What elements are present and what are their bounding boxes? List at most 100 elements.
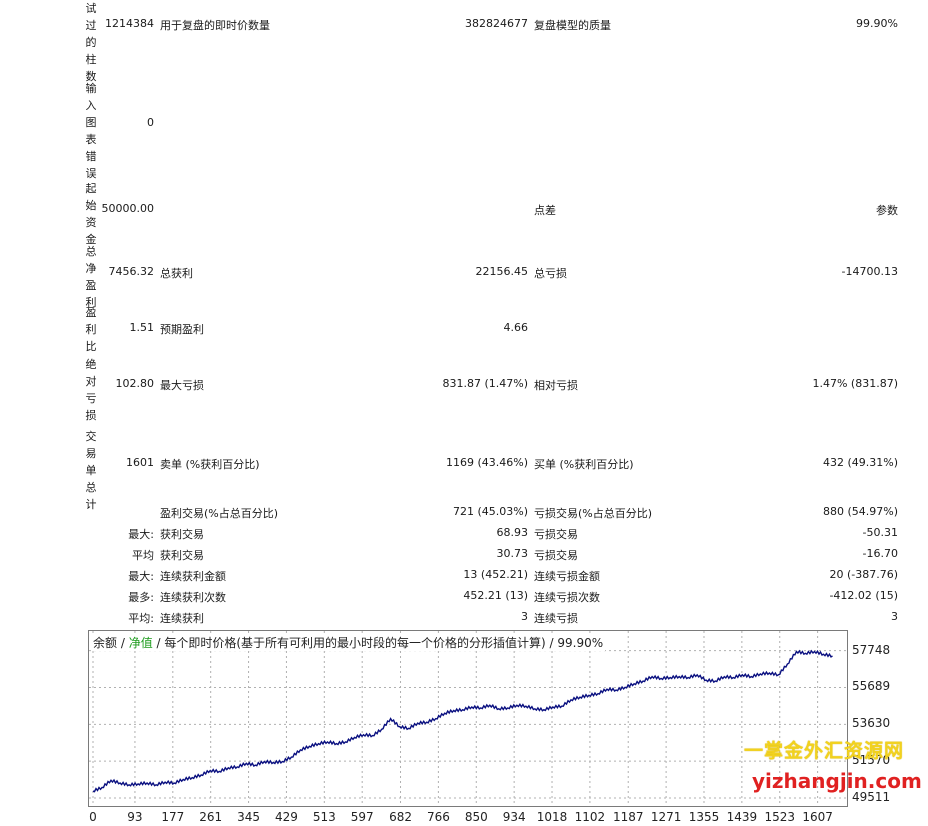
short-positions-label: 卖单 (%获利百分比) [160, 458, 260, 471]
total-trades-value: 1601 [126, 456, 154, 469]
label-profit-factor: 盈利比 [85, 306, 97, 353]
row-left-value: 30.73 [496, 547, 529, 560]
row-left-label: 获利交易 [160, 528, 204, 541]
label-bars-tested: 试过的柱数 [85, 2, 97, 83]
x-tick-label: 682 [389, 810, 412, 824]
spread-value: 参数 [876, 204, 898, 217]
x-tick-label: 1355 [688, 810, 720, 824]
x-tick-label: 1523 [764, 810, 795, 824]
label-initial-deposit: 起始资金 [85, 182, 97, 246]
x-tick-label: 1187 [612, 810, 644, 824]
long-positions-label: 买单 (%获利百分比) [534, 458, 634, 471]
long-positions-value: 432 (49.31%) [822, 456, 898, 469]
row-right-label: 连续亏损 [534, 612, 578, 625]
mismatch-value: 0 [147, 116, 154, 129]
legend-sep: / [117, 636, 129, 650]
row-left-value: 13 (452.21) [463, 568, 528, 581]
absolute-drawdown-value: 102.80 [115, 377, 155, 390]
gross-loss-value: -14700.13 [841, 265, 898, 278]
row-right-value: 20 (-387.76) [829, 568, 898, 581]
row-right-label: 亏损交易(%占总百分比) [534, 507, 653, 520]
legend-balance: 余额 [93, 636, 118, 650]
quality-label: 复盘模型的质量 [534, 19, 611, 32]
max-drawdown-value: 831.87 (1.47%) [442, 377, 528, 390]
watermark-en: yizhangjin.com [752, 769, 922, 793]
x-tick-label: 513 [312, 810, 336, 824]
row-prefix: 平均 [132, 549, 154, 562]
row-prefix: 最大: [128, 528, 154, 541]
x-tick-label: 261 [199, 810, 223, 824]
row-left-label: 连续获利 [160, 612, 204, 625]
series-line [92, 649, 833, 793]
expected-payoff-label: 预期盈利 [160, 323, 204, 336]
row-right-value: -412.02 (15) [829, 589, 898, 602]
max-drawdown-label: 最大亏损 [160, 379, 204, 392]
row-left-label: 获利交易 [160, 549, 204, 562]
x-tick-label: 1439 [726, 810, 758, 824]
x-tick-label: 766 [426, 810, 450, 824]
row-right-value: -50.31 [862, 526, 898, 539]
legend-description: 每个即时价格(基于所有可利用的最小时段的每一个价格的分形插值计算) / 99.9… [164, 636, 604, 650]
profit-factor-value: 1.51 [129, 321, 155, 334]
row-right-value: -16.70 [862, 547, 898, 560]
spread-label: 点差 [534, 204, 556, 217]
row-right-label: 亏损交易 [534, 549, 578, 562]
row-prefix: 最多: [128, 591, 154, 604]
gross-profit-label: 总获利 [160, 267, 193, 280]
relative-drawdown-label: 相对亏损 [534, 379, 578, 392]
short-positions-value: 1169 (43.46%) [445, 456, 528, 469]
row-prefix: 平均: [128, 612, 154, 625]
watermark-logo: 一掌金外汇资源网 yizhangjin.com [744, 736, 922, 793]
deposit-value: 50000.00 [101, 202, 155, 215]
gross-loss-label: 总亏损 [534, 267, 567, 280]
y-tick-label: 51570 [852, 753, 891, 768]
row-left-label: 连续获利次数 [160, 591, 226, 604]
chart-plot [89, 631, 847, 806]
net-profit-value: 7456.32 [108, 265, 155, 278]
ticks-value: 382824677 [465, 17, 528, 30]
y-tick-label: 55689 [852, 679, 891, 694]
label-total-net-profit: 总净盈利 [85, 245, 97, 309]
x-tick-label: 1271 [650, 810, 682, 824]
row-left-value: 3 [521, 610, 528, 623]
row-left-label: 盈利交易(%占总百分比) [160, 507, 279, 520]
watermark-cn: 一掌金外汇资源网 [744, 740, 905, 762]
x-tick-label: 0 [89, 810, 97, 824]
y-tick-label: 53630 [852, 716, 891, 731]
y-tick-label: 49511 [852, 790, 891, 804]
x-tick-label: 1102 [574, 810, 606, 824]
x-tick-label: 429 [274, 810, 298, 824]
row-right-value: 3 [891, 610, 898, 623]
row-left-value: 452.21 (13) [463, 589, 528, 602]
x-tick-label: 934 [502, 810, 526, 824]
x-tick-label: 345 [237, 810, 261, 824]
balance-chart [88, 630, 848, 807]
chart-legend: 余额 / 净值 / 每个即时价格(基于所有可利用的最小时段的每一个价格的分形插值… [91, 634, 606, 651]
x-tick-label: 1018 [536, 810, 568, 824]
row-left-label: 连续获利金额 [160, 570, 226, 583]
row-right-label: 连续亏损金额 [534, 570, 600, 583]
x-tick-label: 93 [127, 810, 143, 824]
expected-payoff-value: 4.66 [503, 321, 529, 334]
row-right-value: 880 (54.97%) [822, 505, 898, 518]
row-prefix: 最大: [128, 570, 154, 583]
legend-sep: / [152, 636, 165, 650]
gross-profit-value: 22156.45 [475, 265, 529, 278]
row-left-value: 68.93 [496, 526, 529, 539]
relative-drawdown-value: 1.47% (831.87) [812, 377, 898, 390]
label-mismatched-errors: 输入图表错误 [85, 82, 97, 180]
x-tick-label: 177 [161, 810, 185, 824]
row-left-value: 721 (45.03%) [452, 505, 528, 518]
row-right-label: 亏损交易 [534, 528, 578, 541]
label-total-trades: 交易单总计 [85, 430, 97, 511]
row-right-label: 连续亏损次数 [534, 591, 600, 604]
ticks-label: 用于复盘的即时价数量 [160, 19, 270, 32]
quality-value: 99.90% [856, 17, 898, 30]
y-tick-label: 57748 [852, 642, 891, 657]
legend-equity: 净值 [128, 636, 153, 650]
label-absolute-drawdown: 绝对亏损 [85, 358, 97, 422]
bars-value: 1214384 [105, 17, 154, 30]
x-tick-label: 850 [464, 810, 488, 824]
x-tick-label: 1607 [802, 810, 833, 824]
x-tick-label: 597 [350, 810, 374, 824]
